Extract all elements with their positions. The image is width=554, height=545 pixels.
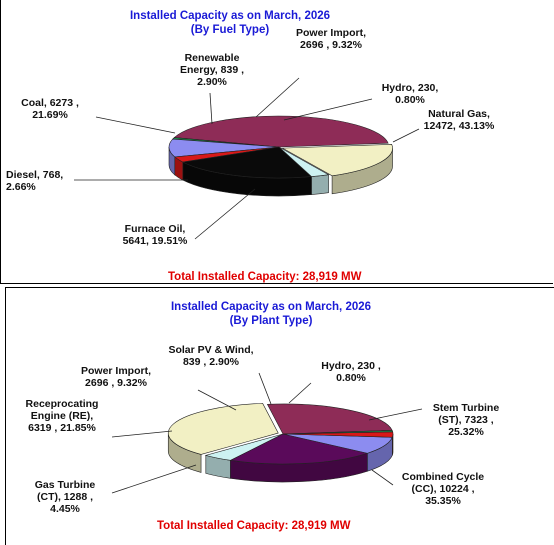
slice-coal-label-line: Coal, 6273 , xyxy=(21,97,79,109)
slice-hydro-label: Hydro, 230, 0.80% xyxy=(382,82,439,106)
slice-labels: Natural Gas, 12472, 43.13%Hydro, 230, 0.80… xyxy=(6,27,495,247)
plant-chart-subtitle: (By Plant Type) xyxy=(229,315,313,327)
slice-power-import-label-line: 2696 , 9.32% xyxy=(300,39,363,51)
slice-gas-turbine-ct-leader xyxy=(111,464,197,494)
slice-diesel-label: Diesel, 768, 2.66% xyxy=(6,169,63,193)
slice-coal-label-line: 21.69% xyxy=(32,109,68,121)
slice-gas-turbine-ct-label-line: (CT), 1288 , xyxy=(37,491,93,503)
leader-lines xyxy=(74,77,420,240)
slice-hydro-label-line: 0.80% xyxy=(395,94,425,106)
slice-stem-turbine-st-label-line: 25.32% xyxy=(448,426,484,438)
fuel-type-chart-panel: Installed Capacity as on March, 2026 (By… xyxy=(0,0,553,284)
slice-coal-label: Coal, 6273 , 21.69% xyxy=(21,97,79,121)
slice-renewable-energy-label-line: Renewable xyxy=(185,52,240,64)
fuel-chart-title: Installed Capacity as on March, 2026 xyxy=(129,10,331,22)
slice-furnace-oil xyxy=(281,144,393,177)
slice-power-import-label-line: Power Import, xyxy=(81,365,151,377)
slice-solar-pv-wind-label-line: 839 , 2.90% xyxy=(183,356,240,368)
slice-natural-gas-label-line: 12472, 43.13% xyxy=(424,120,495,132)
slice-renewable-energy-label-line: 2.90% xyxy=(197,76,227,88)
slice-diesel xyxy=(278,146,330,177)
slice-power-import-label-line: 2696 , 9.32% xyxy=(85,377,148,389)
slice-combined-cycle-cc-label-line: Combined Cycle xyxy=(402,471,484,483)
plant-chart-title-block: Installed Capacity as on March, 2026 (By… xyxy=(106,300,436,328)
slice-renewable-energy-leader xyxy=(209,92,213,125)
slice-diesel-label-line: 2.66% xyxy=(6,181,36,193)
fuel-chart-subtitle: (By Fuel Type) xyxy=(190,24,270,36)
slice-natural-gas-label: Natural Gas, 12472, 43.13% xyxy=(424,108,495,132)
slice-receprocating-engine-re xyxy=(229,433,369,465)
slice-natural-gas xyxy=(173,115,389,148)
slice-stem-turbine-st-label-line: Stem Turbine xyxy=(433,402,499,414)
slice-natural-gas-leader xyxy=(392,128,420,143)
slice-solar-pv-wind-label-line: Solar PV & Wind, xyxy=(168,344,253,356)
slice-receprocating-engine-re-label: Receprocating Engine (RE), 6319 , 21.85% xyxy=(26,398,99,434)
slice-hydro-leader xyxy=(288,382,312,404)
pie-tops xyxy=(168,115,393,179)
plant-total-capacity: Total Installed Capacity: 28,919 MW xyxy=(157,520,351,532)
slice-solar-pv-wind-label: Solar PV & Wind, 839 , 2.90% xyxy=(168,344,253,368)
slice-hydro xyxy=(282,430,394,435)
slice-gas-turbine-ct-label: Gas Turbine (CT), 1288 , 4.45% xyxy=(35,479,96,515)
plant-type-chart-panel: Installed Capacity as on March, 2026 (By… xyxy=(0,287,554,545)
slice-power-import-label-line: Power Import, xyxy=(296,27,366,39)
slice-diesel-label-line: Diesel, 768, xyxy=(6,169,63,181)
slice-hydro-label: Hydro, 230 , 0.80% xyxy=(321,360,381,384)
slice-receprocating-engine-re-label-line: Receprocating xyxy=(26,398,99,410)
pie-sides xyxy=(167,433,394,483)
slice-combined-cycle-cc xyxy=(167,403,279,455)
slice-hydro-label-line: Hydro, 230, xyxy=(382,82,439,94)
slice-receprocating-engine-re-leader xyxy=(111,430,173,438)
fuel-chart-title-block: Installed Capacity as on March, 2026 (By… xyxy=(60,9,400,37)
plant-chart-title: Installed Capacity as on March, 2026 xyxy=(170,301,372,313)
slice-solar-pv-wind-leader xyxy=(258,372,272,405)
plant-type-pie: Stem Turbine (ST), 7323 , 25.32% Combined C… xyxy=(26,344,500,515)
slice-stem-turbine-st-label-line: (ST), 7323 , xyxy=(438,414,494,426)
slice-furnace-oil-label-line: 5641, 19.51% xyxy=(123,235,188,247)
slice-stem-turbine-st-label: Stem Turbine (ST), 7323 , 25.32% xyxy=(433,402,499,438)
slice-furnace-oil-label-line: Furnace Oil, xyxy=(125,223,186,235)
leader-lines xyxy=(111,372,423,494)
slice-furnace-oil-leader xyxy=(194,188,256,240)
slice-receprocating-engine-re-label-line: 6319 , 21.85% xyxy=(28,422,96,434)
slice-renewable-energy-label-line: Energy, 839 , xyxy=(180,64,244,76)
pie-tops xyxy=(167,403,394,465)
slice-power-import-label: Power Import, 2696 , 9.32% xyxy=(81,365,151,389)
slice-power-import-label: Power Import, 2696 , 9.32% xyxy=(296,27,366,51)
slice-stem-turbine-st-leader xyxy=(368,408,423,421)
slice-natural-gas-label-line: Natural Gas, xyxy=(428,108,490,120)
slice-hydro-leader xyxy=(283,98,373,121)
fuel-chart-frame xyxy=(0,0,553,284)
slice-hydro-label-line: Hydro, 230 , xyxy=(321,360,381,372)
slice-gas-turbine-ct-label-line: Gas Turbine xyxy=(35,479,96,491)
slice-stem-turbine-st xyxy=(266,403,393,435)
slice-gas-turbine-ct-label-line: 4.45% xyxy=(50,503,80,515)
slice-diesel-side xyxy=(311,174,329,195)
slice-combined-cycle-cc-leader xyxy=(371,469,394,486)
slice-furnace-oil-label: Furnace Oil, 5641, 19.51% xyxy=(123,223,188,247)
plant-chart-frame xyxy=(5,287,554,545)
slice-power-import-leader xyxy=(255,77,300,118)
slice-combined-cycle-cc-label-line: (CC), 10224 , xyxy=(411,483,474,495)
slice-hydro-label-line: 0.80% xyxy=(336,372,366,384)
slice-receprocating-engine-re-label-line: Engine (RE), xyxy=(31,410,93,422)
slice-renewable-energy-label: Renewable Energy, 839 , 2.90% xyxy=(180,52,244,88)
slice-coal xyxy=(181,146,313,179)
fuel-type-pie: Natural Gas, 12472, 43.13%Hydro, 230, 0.80… xyxy=(6,27,495,247)
slice-combined-cycle-cc-label-line: 35.35% xyxy=(425,495,461,507)
slice-labels: Stem Turbine (ST), 7323 , 25.32% Combined C… xyxy=(26,344,500,515)
slice-coal-leader xyxy=(95,116,176,134)
slice-power-import-leader xyxy=(197,389,237,411)
slice-combined-cycle-cc-label: Combined Cycle (CC), 10224 , 35.35% xyxy=(402,471,484,507)
fuel-total-capacity: Total Installed Capacity: 28,919 MW xyxy=(168,271,362,283)
